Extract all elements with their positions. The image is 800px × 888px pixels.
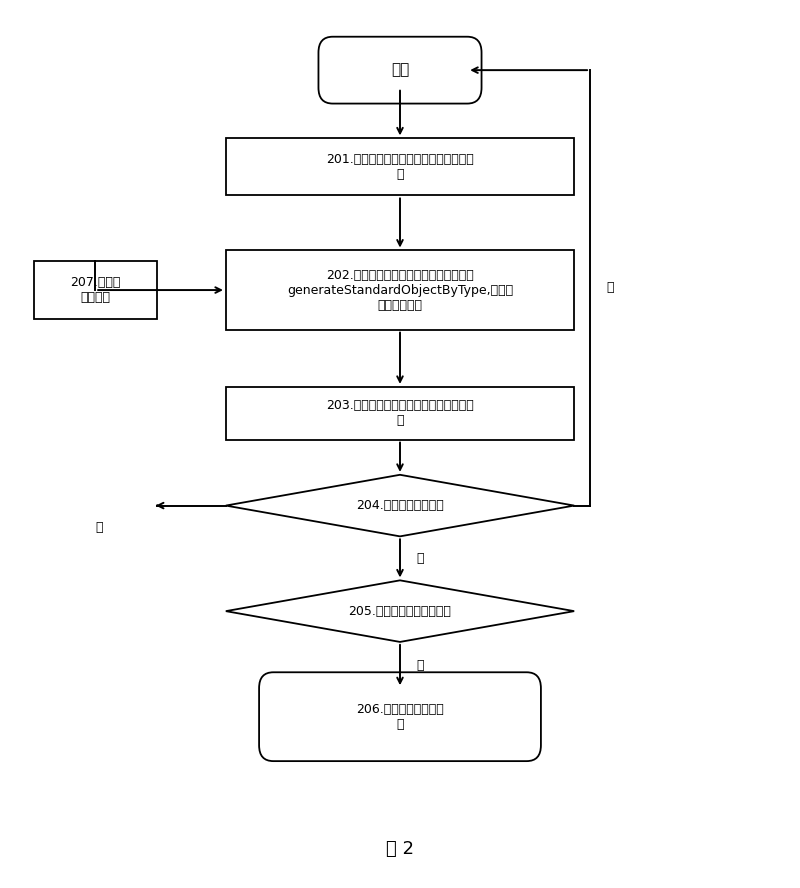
Text: 图 2: 图 2 [386, 840, 414, 858]
Text: 206.功能流脚本录制结
束: 206.功能流脚本录制结 束 [356, 702, 444, 731]
FancyBboxPatch shape [318, 36, 482, 104]
Text: 204.是否需要换页操作: 204.是否需要换页操作 [356, 499, 444, 512]
FancyBboxPatch shape [259, 672, 541, 761]
Text: 201.根据测试场景录制某功能流自动化脚
本: 201.根据测试场景录制某功能流自动化脚 本 [326, 153, 474, 181]
Text: 是: 是 [95, 521, 103, 534]
Bar [226, 250, 574, 329]
Text: 开始: 开始 [391, 63, 409, 77]
Text: 205.当前功能是否操作结束: 205.当前功能是否操作结束 [349, 605, 451, 618]
Polygon shape [226, 475, 574, 536]
Text: 是: 是 [416, 659, 423, 671]
Text: 否: 否 [606, 281, 614, 294]
Polygon shape [226, 581, 574, 642]
Bar [34, 261, 157, 319]
Text: 207.点击访
问新页面: 207.点击访 问新页面 [70, 276, 120, 304]
Text: 203.按对象流生成次序和状态存储到基准
表: 203.按对象流生成次序和状态存储到基准 表 [326, 400, 474, 427]
Bar [226, 387, 574, 440]
Bar [226, 139, 574, 195]
Text: 否: 否 [416, 551, 423, 565]
Text: 202.在当前页面，根据对象类型调用函数
generateStandardObjectByType,生成页
面对象流基准: 202.在当前页面，根据对象类型调用函数 generateStandardObj… [287, 268, 513, 312]
